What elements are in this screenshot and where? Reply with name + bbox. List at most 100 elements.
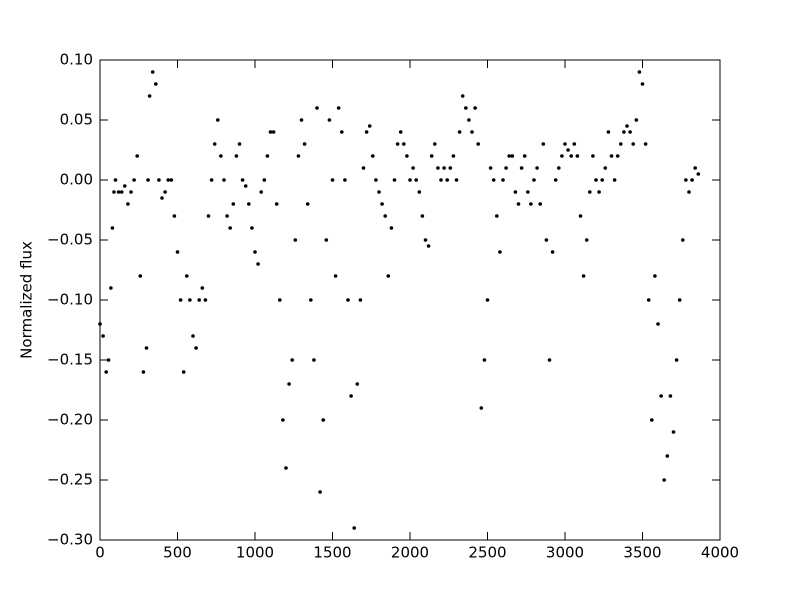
point: [268, 130, 273, 134]
point: [101, 334, 105, 338]
point: [594, 178, 598, 182]
point: [349, 394, 353, 398]
point: [240, 178, 245, 182]
point: [550, 250, 555, 254]
point: [355, 382, 360, 386]
x-tick-label: 3000: [546, 544, 584, 562]
point: [386, 274, 391, 278]
point: [330, 178, 335, 182]
point: [181, 370, 186, 374]
point: [253, 250, 257, 254]
point: [290, 358, 295, 362]
point: [364, 130, 369, 134]
point: [439, 178, 443, 182]
point: [690, 178, 694, 182]
point: [296, 154, 301, 158]
point: [411, 166, 415, 170]
point: [464, 106, 468, 110]
point: [442, 166, 446, 170]
point: [622, 130, 626, 134]
point: [519, 166, 524, 170]
point: [665, 454, 670, 458]
point: [392, 178, 397, 182]
x-tick-label: 1000: [236, 544, 274, 562]
point: [671, 430, 676, 434]
point: [166, 178, 170, 182]
x-tick-label: 1500: [313, 544, 351, 562]
point: [188, 298, 192, 302]
point: [423, 238, 428, 242]
point: [668, 394, 673, 398]
point: [346, 298, 350, 302]
point: [547, 358, 552, 362]
point: [650, 418, 654, 422]
point: [476, 142, 481, 146]
y-axis-label: Normalized flux: [18, 241, 36, 359]
y-tick-label: −0.15: [47, 351, 93, 369]
point: [612, 178, 617, 182]
point: [510, 154, 515, 158]
point: [194, 346, 198, 350]
point: [271, 130, 276, 134]
point: [488, 166, 493, 170]
point: [262, 178, 267, 182]
point: [693, 166, 697, 170]
y-tick-label: 0.05: [60, 111, 93, 129]
point: [147, 94, 152, 98]
point: [312, 358, 316, 362]
point: [126, 202, 130, 206]
point: [677, 298, 682, 302]
point: [293, 238, 298, 242]
point: [572, 142, 577, 146]
point: [420, 214, 425, 218]
point: [526, 190, 530, 194]
point: [634, 118, 639, 122]
point: [284, 466, 288, 470]
point: [113, 178, 118, 182]
point: [225, 214, 229, 218]
point: [615, 154, 620, 158]
point: [318, 490, 322, 494]
point: [116, 190, 121, 194]
point: [656, 322, 660, 326]
point: [402, 142, 406, 146]
point: [259, 190, 264, 194]
point: [112, 190, 116, 194]
point: [485, 298, 490, 302]
point: [383, 214, 388, 218]
point: [358, 298, 363, 302]
point: [395, 142, 400, 146]
point: [429, 154, 434, 158]
point: [581, 274, 586, 278]
point: [109, 286, 113, 290]
point: [687, 190, 691, 194]
point: [609, 154, 614, 158]
point: [212, 142, 217, 146]
point: [172, 214, 177, 218]
y-tick-label: −0.20: [47, 411, 93, 429]
point: [414, 178, 419, 182]
point: [185, 274, 189, 278]
point: [228, 226, 232, 230]
point: [637, 70, 642, 74]
point: [141, 370, 146, 374]
point: [398, 130, 403, 134]
point: [529, 202, 533, 206]
y-tick-label: −0.30: [47, 531, 93, 549]
point: [625, 124, 629, 128]
point: [299, 118, 304, 122]
point: [470, 130, 474, 134]
point: [216, 118, 220, 122]
point: [482, 358, 487, 362]
point: [287, 382, 291, 386]
point: [603, 166, 608, 170]
point: [371, 154, 375, 158]
point: [653, 274, 657, 278]
y-tick-label: −0.25: [47, 471, 93, 489]
point: [302, 142, 307, 146]
point: [597, 190, 601, 194]
point: [343, 178, 347, 182]
point: [513, 190, 518, 194]
point: [451, 154, 456, 158]
point: [119, 190, 124, 194]
